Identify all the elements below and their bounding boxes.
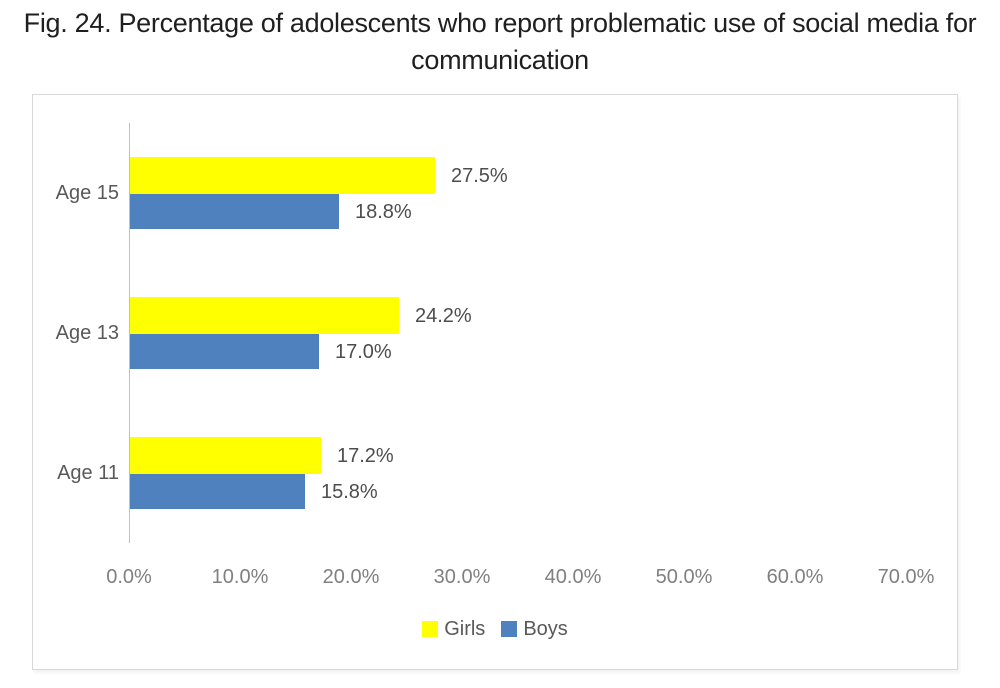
legend-label-boys: Boys bbox=[523, 618, 568, 640]
category-label-age-11: Age 11 bbox=[57, 462, 119, 484]
category-label-age-13: Age 13 bbox=[55, 322, 119, 344]
legend-item-girls: Girls bbox=[422, 617, 485, 641]
figure-caption-line2: communication bbox=[411, 45, 589, 75]
chart-frame: Age 15 27.5% 18.8% Age 13 24.2% 17.0% Age 11 17… bbox=[32, 94, 958, 670]
legend-label-girls: Girls bbox=[444, 618, 486, 640]
bar-boys-age-13 bbox=[130, 334, 319, 369]
bar-girls-age-13 bbox=[130, 297, 399, 334]
x-tick-label-4: 40.0% bbox=[544, 566, 602, 588]
legend-item-boys: Boys bbox=[501, 617, 568, 641]
figure-caption: Fig. 24. Percentage of adolescents who r… bbox=[0, 5, 1000, 79]
legend-swatch-boys bbox=[501, 621, 518, 637]
data-label-boys-age-15: 18.8% bbox=[355, 201, 412, 223]
data-label-boys-age-13: 17.0% bbox=[335, 341, 392, 363]
figure-caption-line1: Fig. 24. Percentage of adolescents who r… bbox=[23, 8, 977, 38]
data-label-girls-age-13: 24.2% bbox=[415, 305, 472, 327]
data-label-girls-age-11: 17.2% bbox=[337, 445, 394, 467]
bar-boys-age-15 bbox=[130, 194, 339, 229]
data-label-boys-age-11: 15.8% bbox=[321, 481, 378, 503]
x-tick-label-1: 10.0% bbox=[211, 566, 269, 588]
data-label-girls-age-15: 27.5% bbox=[451, 165, 508, 187]
bar-boys-age-11 bbox=[130, 474, 305, 509]
x-tick-label-7: 70.0% bbox=[877, 566, 935, 588]
bar-girls-age-15 bbox=[130, 157, 435, 194]
legend-swatch-girls bbox=[422, 621, 439, 637]
y-axis-line bbox=[129, 123, 130, 543]
x-tick-label-6: 60.0% bbox=[766, 566, 824, 588]
bar-girls-age-11 bbox=[130, 437, 321, 474]
x-tick-label-3: 30.0% bbox=[433, 566, 491, 588]
x-tick-label-0: 0.0% bbox=[106, 566, 152, 588]
category-label-age-15: Age 15 bbox=[55, 182, 119, 204]
x-tick-label-5: 50.0% bbox=[655, 566, 713, 588]
legend: Girls Boys bbox=[33, 617, 957, 641]
x-tick-label-2: 20.0% bbox=[322, 566, 380, 588]
